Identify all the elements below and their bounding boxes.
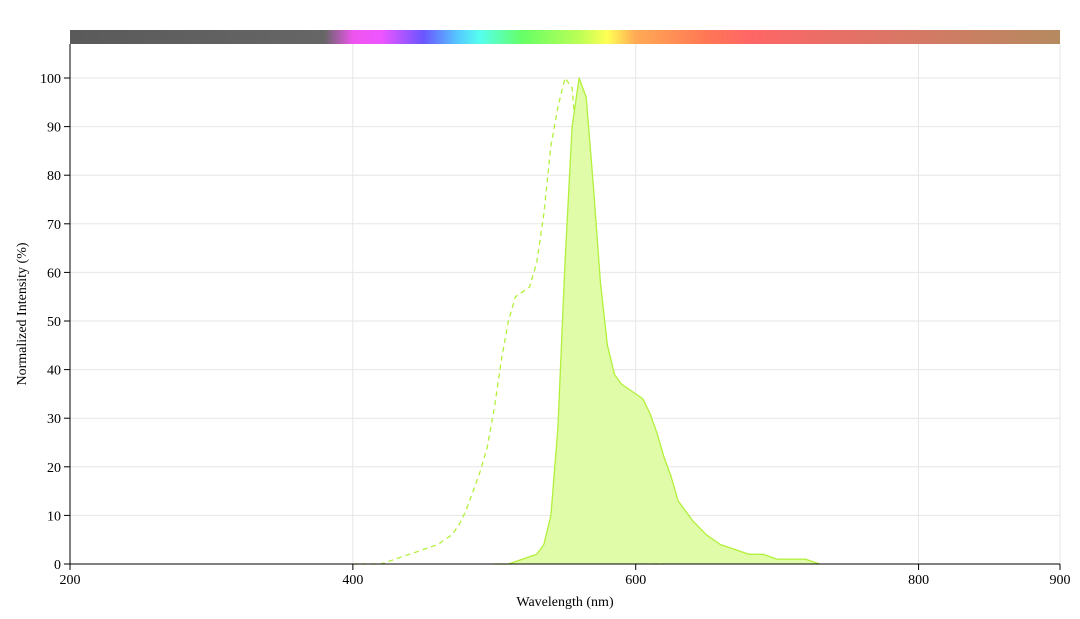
x-tick-label: 400 xyxy=(342,573,363,588)
emission-line xyxy=(494,77,820,565)
y-tick-label: 20 xyxy=(47,461,61,476)
series-layer xyxy=(352,77,820,565)
x-axis-label: Wavelength (nm) xyxy=(516,595,614,610)
axes-layer xyxy=(69,44,1060,565)
excitation-line xyxy=(352,77,664,565)
y-tick-label: 10 xyxy=(47,509,61,524)
spectrum-color-bar xyxy=(70,30,1060,44)
y-tick-label: 70 xyxy=(47,218,61,233)
y-tick-label: 90 xyxy=(47,121,61,136)
y-tick-label: 80 xyxy=(47,169,61,184)
y-tick-label: 0 xyxy=(54,558,61,573)
y-tick-label: 50 xyxy=(47,315,61,330)
x-tick-label: 200 xyxy=(60,573,81,588)
emission-area xyxy=(494,78,820,564)
x-tick-label: 600 xyxy=(625,573,646,588)
ticks-layer: 0 10 20 30 40 50 60 70 80 90 100 200 400 600 800 900 xyxy=(40,72,1071,588)
x-tick-label: 900 xyxy=(1050,573,1071,588)
y-tick-label: 100 xyxy=(40,72,61,87)
y-tick-label: 30 xyxy=(47,412,61,427)
y-tick-label: 40 xyxy=(47,364,61,379)
y-axis-label: Normalized Intensity (%) xyxy=(15,242,30,385)
y-tick-label: 60 xyxy=(47,266,61,281)
x-tick-label: 800 xyxy=(908,573,929,588)
